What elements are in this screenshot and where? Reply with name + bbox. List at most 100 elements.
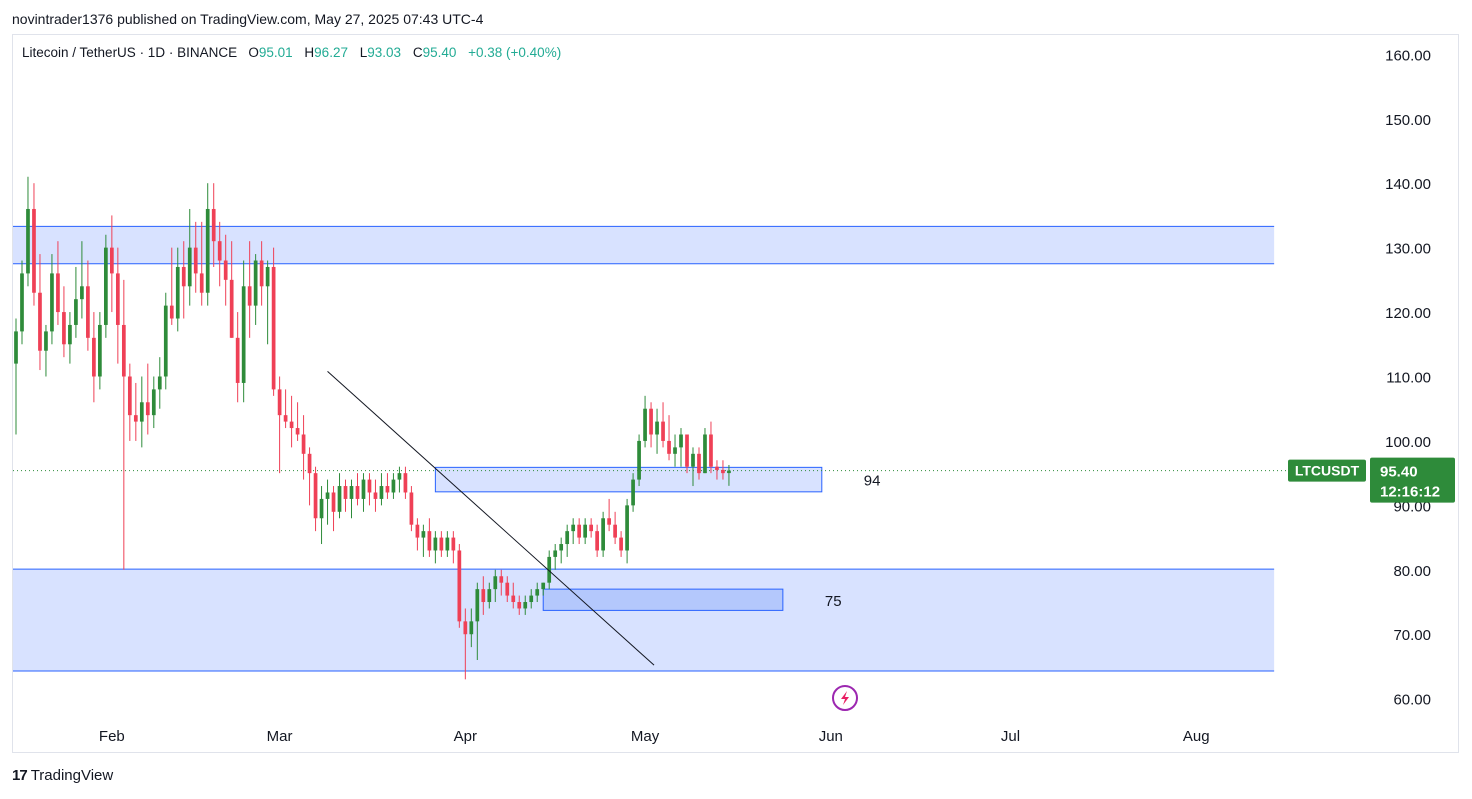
candle[interactable] (553, 544, 557, 570)
candle[interactable] (116, 248, 120, 364)
candle[interactable] (356, 473, 360, 505)
candle[interactable] (404, 467, 408, 499)
candle[interactable] (20, 261, 24, 345)
candle[interactable] (595, 525, 599, 557)
candle[interactable] (284, 389, 288, 428)
candle[interactable] (619, 531, 623, 557)
candle[interactable] (649, 402, 653, 447)
candle[interactable] (422, 525, 426, 557)
tradingview-branding[interactable]: 17 TradingView (12, 767, 113, 784)
candle[interactable] (446, 531, 450, 557)
candle[interactable] (152, 377, 156, 429)
candle-body (242, 286, 246, 383)
candle[interactable] (158, 357, 162, 409)
event-lightning-icon[interactable] (833, 686, 857, 710)
y-tick-label: 160.00 (1385, 47, 1431, 64)
candle[interactable] (350, 480, 354, 519)
candle[interactable] (601, 512, 605, 557)
candle[interactable] (661, 402, 665, 447)
candle-body (230, 280, 234, 338)
candle[interactable] (272, 248, 276, 396)
symbol-tag[interactable]: LTCUSDT (1288, 460, 1366, 482)
candle[interactable] (122, 280, 126, 570)
candle[interactable] (104, 235, 108, 338)
candle[interactable] (290, 396, 294, 448)
candle[interactable] (613, 512, 617, 544)
candle[interactable] (26, 177, 30, 287)
candle-body (709, 434, 713, 466)
candle[interactable] (278, 377, 282, 474)
candle[interactable] (314, 467, 318, 531)
candle[interactable] (206, 183, 210, 305)
candle[interactable] (92, 312, 96, 402)
candle[interactable] (440, 531, 444, 557)
candle[interactable] (589, 518, 593, 537)
candle[interactable] (703, 428, 707, 473)
candle[interactable] (577, 518, 581, 544)
candle[interactable] (242, 261, 246, 403)
candle[interactable] (583, 518, 587, 544)
candle[interactable] (380, 473, 384, 505)
candle-body (368, 480, 372, 493)
candle[interactable] (188, 209, 192, 306)
candle[interactable] (625, 499, 629, 563)
candle[interactable] (320, 486, 324, 544)
price-tag-countdown: 12:16:12 (1380, 484, 1440, 501)
candle[interactable] (571, 518, 575, 544)
candle[interactable] (655, 409, 659, 454)
candle-body (422, 531, 426, 537)
candle[interactable] (607, 499, 611, 531)
candle[interactable] (410, 486, 414, 531)
candle[interactable] (140, 377, 144, 448)
candle[interactable] (338, 473, 342, 518)
legend-symbol[interactable]: Litecoin / TetherUS · 1D · BINANCE (22, 45, 237, 60)
candle[interactable] (32, 183, 36, 305)
candle[interactable] (637, 434, 641, 486)
candle[interactable] (673, 434, 677, 466)
candle[interactable] (326, 480, 330, 525)
candle[interactable] (565, 525, 569, 557)
candle[interactable] (392, 473, 396, 499)
candle[interactable] (398, 467, 402, 493)
candle[interactable] (164, 293, 168, 390)
chart-canvas[interactable]: 947560.0070.0080.0090.00100.00110.00120.… (0, 0, 1472, 799)
candle[interactable] (709, 422, 713, 474)
candle[interactable] (362, 473, 366, 512)
candle[interactable] (643, 396, 647, 448)
candle[interactable] (428, 518, 432, 557)
candle[interactable] (332, 486, 336, 531)
candle-body (499, 576, 503, 582)
candle[interactable] (559, 538, 563, 564)
candle[interactable] (62, 286, 66, 357)
candle[interactable] (416, 518, 420, 550)
candle[interactable] (386, 473, 390, 499)
candle[interactable] (254, 254, 258, 325)
candle[interactable] (457, 544, 461, 628)
candle[interactable] (44, 325, 48, 377)
candle-body (607, 518, 611, 524)
candle[interactable] (266, 261, 270, 345)
candle[interactable] (68, 312, 72, 364)
candle[interactable] (302, 415, 306, 479)
candle[interactable] (146, 364, 150, 435)
candle[interactable] (236, 312, 240, 402)
candle[interactable] (86, 261, 90, 351)
candle[interactable] (451, 531, 455, 563)
candle[interactable] (679, 428, 683, 467)
candle[interactable] (50, 254, 54, 344)
candle[interactable] (308, 447, 312, 505)
candle[interactable] (98, 312, 102, 389)
candle-body (721, 470, 725, 473)
candle[interactable] (74, 267, 78, 338)
candle[interactable] (368, 473, 372, 505)
candle[interactable] (344, 480, 348, 512)
candle[interactable] (296, 402, 300, 441)
candle[interactable] (128, 364, 132, 441)
zone-75[interactable] (543, 589, 783, 610)
candle[interactable] (667, 415, 671, 460)
candle[interactable] (134, 383, 138, 441)
candle[interactable] (14, 319, 18, 435)
candle[interactable] (38, 254, 42, 370)
candle[interactable] (434, 531, 438, 563)
candle[interactable] (374, 480, 378, 512)
